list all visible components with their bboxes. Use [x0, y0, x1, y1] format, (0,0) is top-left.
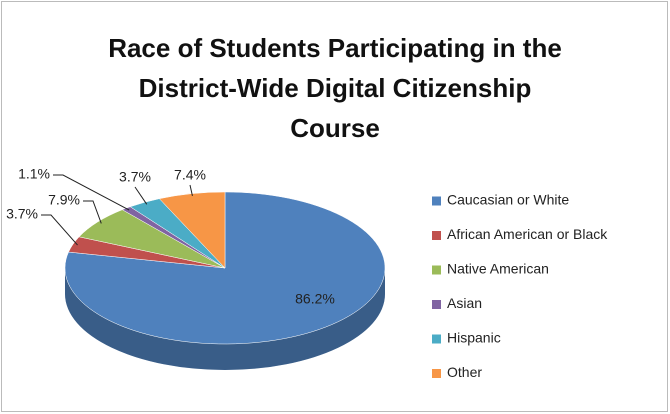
data-label: 3.7%	[119, 169, 151, 185]
data-label: 86.2%	[295, 291, 335, 307]
leader-line	[189, 184, 193, 197]
legend-swatch	[432, 196, 441, 206]
pie-side-shade	[65, 268, 385, 370]
legend-swatch	[432, 300, 441, 309]
legend-label: Hispanic	[447, 330, 501, 346]
pie-side	[65, 268, 385, 370]
leader-line	[134, 186, 148, 205]
legend-label: Asian	[447, 295, 482, 311]
chart-title: Race of Students Participating in the	[108, 33, 562, 63]
leader-line	[41, 214, 78, 246]
data-label: 3.7%	[6, 206, 38, 222]
legend-label: African American or Black	[447, 226, 608, 242]
data-label: 1.1%	[18, 166, 50, 182]
data-label: 7.9%	[48, 192, 80, 208]
chart-title: District-Wide Digital Citizenship	[139, 73, 532, 103]
legend-swatch	[432, 265, 441, 275]
legend-swatch	[432, 231, 441, 240]
legend-swatch	[432, 369, 441, 378]
legend-label: Other	[447, 364, 482, 380]
legend-label: Caucasian or White	[447, 192, 569, 208]
legend-label: Native American	[447, 261, 549, 277]
leader-line	[83, 200, 102, 224]
leader-line	[53, 174, 130, 211]
data-label: 7.4%	[174, 167, 206, 183]
legend-swatch	[432, 334, 441, 344]
chart-title: Course	[290, 113, 380, 143]
